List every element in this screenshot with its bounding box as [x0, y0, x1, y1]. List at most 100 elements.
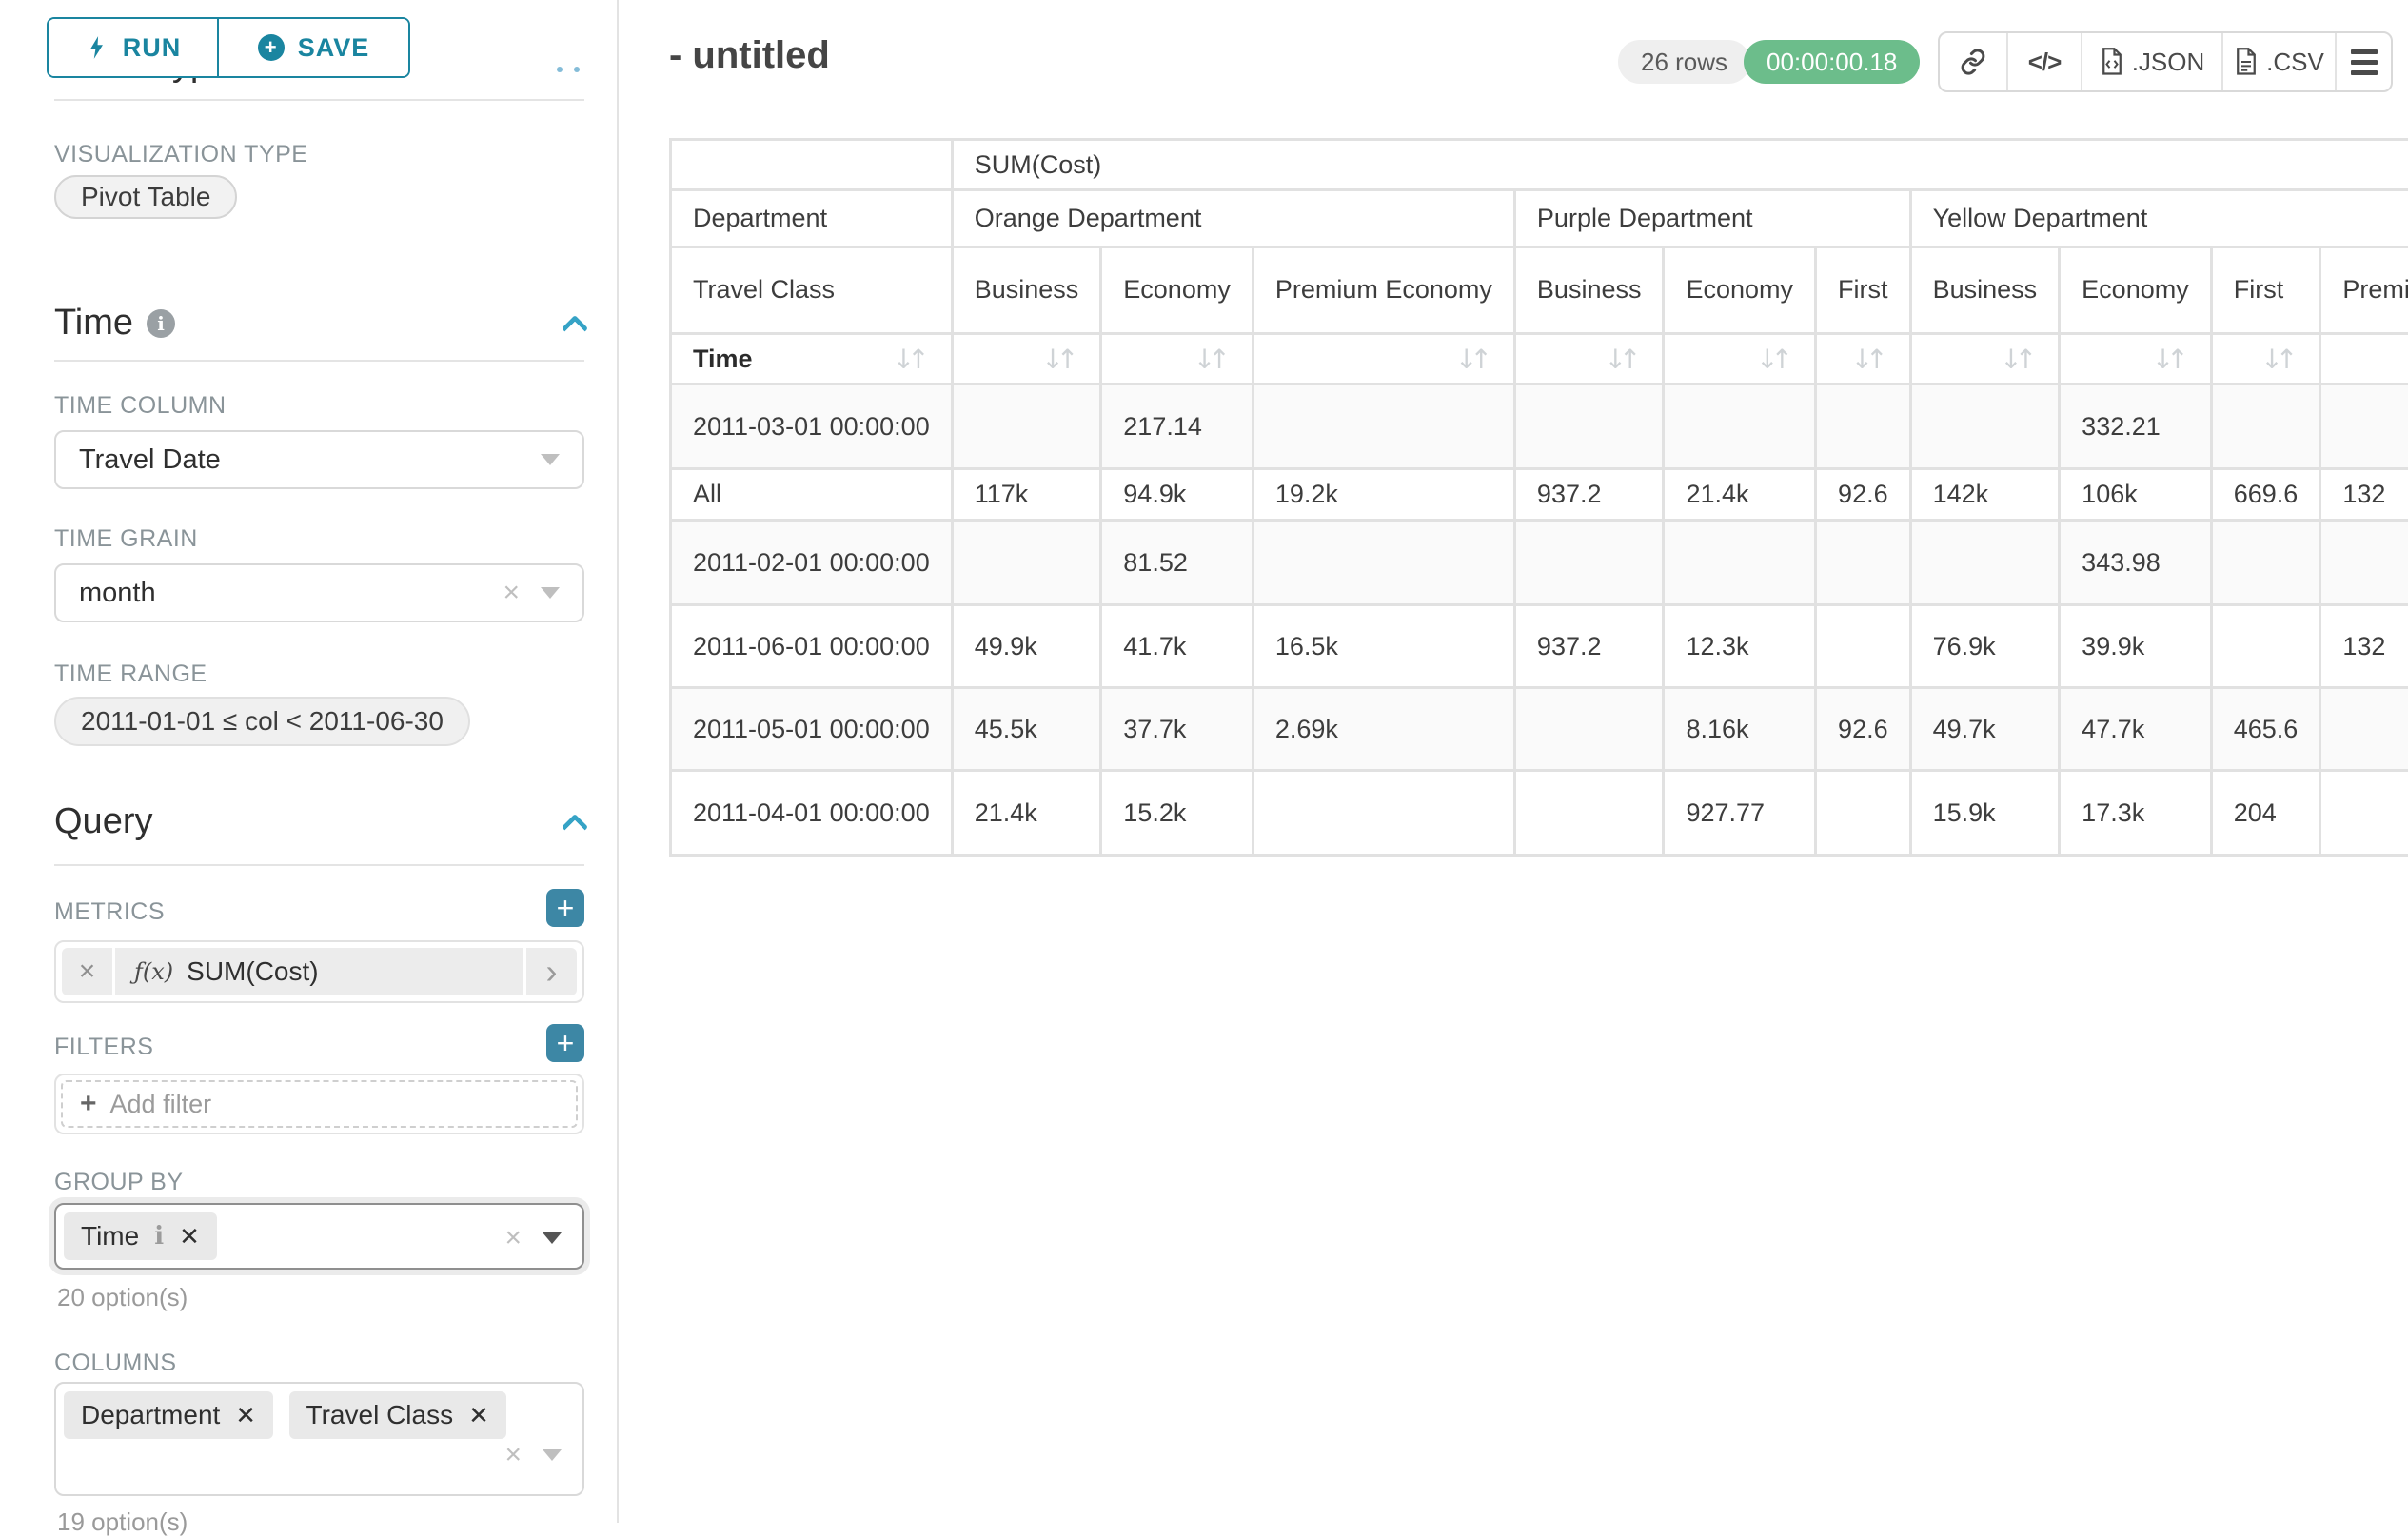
sort-toggle-icon[interactable]: ↓↑	[2260, 343, 2298, 375]
pivot-value-cell: 16.5k	[1253, 606, 1513, 686]
time-column-value: Travel Date	[79, 443, 221, 475]
add-metric-button[interactable]: +	[546, 889, 584, 927]
pivot-value-cell	[1253, 522, 1513, 603]
time-column-label: TIME COLUMN	[54, 392, 227, 419]
sort-toggle-icon[interactable]: ↓↑	[2000, 343, 2037, 375]
pivot-value-cell: 132	[2321, 470, 2408, 519]
pivot-value-cell	[1911, 385, 2059, 467]
metric-chip[interactable]: × ƒ(x) SUM(Cost) ›	[62, 948, 577, 995]
pivot-value-cell	[1515, 689, 1663, 769]
pivot-value-cell	[1515, 772, 1663, 854]
view-query-button[interactable]: </>	[2008, 33, 2082, 90]
time-grain-select[interactable]: month ×	[54, 563, 584, 622]
pivot-sort-cell: ↓↑	[1515, 335, 1663, 383]
query-section-header[interactable]: Query	[54, 801, 589, 842]
pivot-value-cell: 937.2	[1515, 606, 1663, 686]
time-section-title: Time	[54, 303, 134, 343]
pivot-value-cell	[1665, 385, 1815, 467]
pivot-value-cell: 343.98	[2061, 522, 2210, 603]
columns-chip-department[interactable]: Department ✕	[64, 1391, 274, 1439]
run-button[interactable]: RUN	[49, 19, 219, 76]
columns-select[interactable]: Department ✕ Travel Class ✕ ×	[54, 1382, 584, 1496]
pivot-table-container: SUM(Cost) Department Orange Department Purp…	[669, 138, 2408, 857]
pivot-value-cell: 927.77	[1665, 772, 1815, 854]
code-icon: </>	[2027, 47, 2063, 76]
sort-toggle-icon[interactable]: ↓↑	[1850, 343, 1888, 375]
chevron-up-icon[interactable]	[561, 813, 589, 840]
pivot-value-cell: 17.3k	[2061, 772, 2210, 854]
table-row: All 117k 94.9k 19.2k 937.2 21.4k 92.6 142k 106k 6…	[672, 470, 2408, 519]
pivot-value-cell	[2321, 385, 2408, 467]
divider	[54, 99, 584, 101]
export-json-button[interactable]: .JSON	[2082, 33, 2223, 90]
add-filter-button[interactable]: +	[546, 1024, 584, 1062]
pivot-value-cell: 332.21	[2061, 385, 2210, 467]
pivot-value-cell	[1665, 522, 1815, 603]
sort-toggle-icon[interactable]: ↓↑	[1455, 343, 1492, 375]
group-by-label: GROUP BY	[54, 1169, 184, 1195]
pivot-metric-header-row: SUM(Cost)	[672, 141, 2408, 188]
pivot-sort-cell: ↓↑	[1911, 335, 2059, 383]
pivot-row-header: 2011-02-01 00:00:00	[672, 522, 951, 603]
columns-label: COLUMNS	[54, 1350, 177, 1376]
sort-toggle-icon[interactable]: ↓↑	[1756, 343, 1793, 375]
pivot-corner-cell	[672, 141, 951, 188]
row-dimension-label: Time	[693, 344, 753, 373]
time-section-header[interactable]: Time i	[54, 303, 589, 344]
pivot-value-cell: 132	[2321, 606, 2408, 686]
remove-chip-icon[interactable]: ✕	[179, 1221, 200, 1251]
visualization-type-chip[interactable]: Pivot Table	[54, 175, 238, 219]
pivot-value-cell	[1817, 606, 1909, 686]
pivot-sort-cell: ↓↑	[2061, 335, 2210, 383]
add-filter-dropzone[interactable]: + Add filter	[61, 1080, 578, 1128]
save-button[interactable]: + SAVE	[219, 19, 408, 76]
expand-metric-icon[interactable]: ›	[523, 948, 577, 995]
clear-icon[interactable]: ×	[503, 577, 520, 608]
pivot-sort-cell: ↓↑	[1665, 335, 1815, 383]
chevron-up-icon[interactable]	[561, 314, 589, 342]
pivot-value-cell: 49.9k	[953, 606, 1100, 686]
pivot-leaf-header: Economy	[1102, 248, 1252, 332]
copy-link-button[interactable]	[1940, 33, 2008, 90]
sort-toggle-icon[interactable]: ↓↑	[892, 343, 930, 375]
clear-icon[interactable]: ×	[504, 1439, 522, 1470]
pivot-value-cell: 47.7k	[2061, 689, 2210, 769]
time-range-chip[interactable]: 2011-01-01 ≤ col < 2011-06-30	[54, 697, 470, 746]
sort-toggle-icon[interactable]: ↓↑	[1604, 343, 1642, 375]
remove-chip-icon[interactable]: ✕	[468, 1400, 489, 1429]
remove-metric-icon[interactable]: ×	[62, 948, 115, 995]
export-toolbar: </> .JSON .CSV	[1938, 31, 2393, 92]
group-by-chip-time[interactable]: Time i ✕	[64, 1212, 217, 1260]
pivot-value-cell: 92.6	[1817, 689, 1909, 769]
sort-toggle-icon[interactable]: ↓↑	[1193, 343, 1231, 375]
table-row: 2011-06-01 00:00:00 49.9k 41.7k 16.5k 937.2 1…	[672, 606, 2408, 686]
pivot-value-cell	[953, 385, 1100, 467]
sort-toggle-icon[interactable]: ↓↑	[1041, 343, 1078, 375]
pivot-group-header: Yellow Department	[1911, 191, 2408, 246]
chip-label: Time	[81, 1221, 140, 1251]
more-menu-button[interactable]	[2337, 33, 2391, 90]
hamburger-icon	[2350, 49, 2378, 75]
sort-toggle-icon[interactable]: ↓↑	[2151, 343, 2189, 375]
time-column-select[interactable]: Travel Date	[54, 430, 584, 489]
pivot-value-cell: 669.6	[2212, 470, 2319, 519]
pivot-table: SUM(Cost) Department Orange Department Purp…	[669, 138, 2408, 857]
function-icon: ƒ(x)	[134, 958, 174, 985]
remove-chip-icon[interactable]: ✕	[235, 1400, 257, 1429]
divider	[54, 864, 584, 866]
visualization-type-label: VISUALIZATION TYPE	[54, 141, 308, 167]
pivot-row-header: 2011-05-01 00:00:00	[672, 689, 951, 769]
group-by-select[interactable]: Time i ✕ ×	[54, 1203, 584, 1270]
pivot-value-cell	[2212, 606, 2319, 686]
chevron-down-icon	[541, 587, 560, 599]
time-grain-value: month	[79, 577, 156, 608]
table-row: 2011-05-01 00:00:00 45.5k 37.7k 2.69k 8.16k 9…	[672, 689, 2408, 769]
pivot-value-cell: 204	[2212, 772, 2319, 854]
pivot-value-cell	[2212, 385, 2319, 467]
pivot-value-cell	[2321, 689, 2408, 769]
columns-chip-travel-class[interactable]: Travel Class ✕	[288, 1391, 506, 1439]
pivot-value-cell: 117k	[953, 470, 1100, 519]
pivot-value-cell	[1515, 385, 1663, 467]
export-csv-button[interactable]: .CSV	[2223, 33, 2337, 90]
clear-icon[interactable]: ×	[504, 1222, 522, 1253]
